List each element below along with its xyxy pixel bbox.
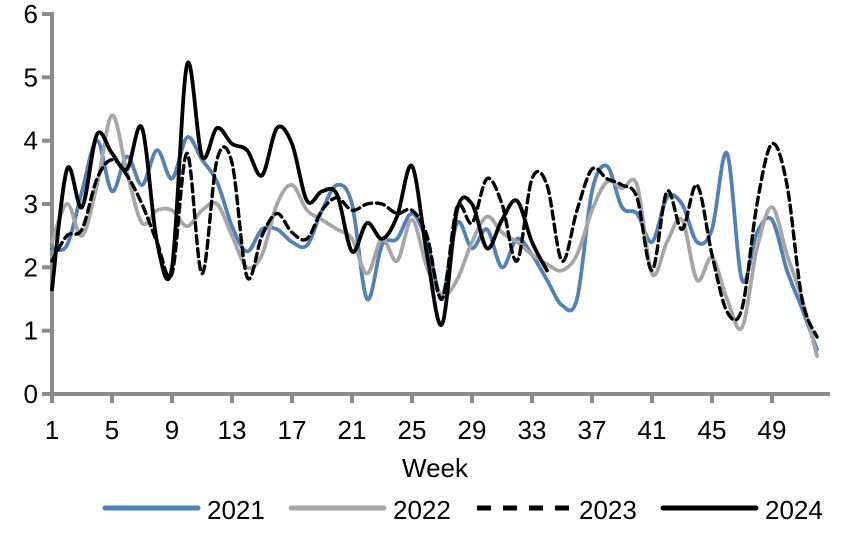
legend-label-2024: 2024 [765, 495, 823, 525]
x-tick-label: 45 [698, 415, 727, 445]
y-tick-label: 1 [24, 316, 38, 346]
series-line-2024 [50, 60, 549, 327]
series-line-2022 [50, 113, 819, 358]
x-tick-label: 5 [105, 415, 119, 445]
x-tick-label: 41 [638, 415, 667, 445]
x-axis-title: Week [402, 453, 469, 483]
y-tick-label: 3 [24, 189, 38, 219]
legend-label-2021: 2021 [207, 495, 265, 525]
x-tick-label: 13 [218, 415, 247, 445]
series-line-2023 [50, 141, 819, 339]
y-tick-label: 2 [24, 252, 38, 282]
y-tick-label: 4 [24, 126, 38, 156]
y-tick-label: 0 [24, 379, 38, 409]
x-tick-label: 25 [398, 415, 427, 445]
y-tick-label: 6 [24, 0, 38, 29]
x-tick-label: 1 [45, 415, 59, 445]
series-lines [50, 60, 819, 358]
y-tick-label: 5 [24, 62, 38, 92]
x-tick-label: 17 [278, 415, 307, 445]
x-tick-label: 29 [458, 415, 487, 445]
x-tick-label: 21 [338, 415, 367, 445]
series-line-2021 [50, 135, 819, 352]
x-tick-label: 37 [578, 415, 607, 445]
x-tick-label: 49 [758, 415, 787, 445]
x-tick-label: 33 [518, 415, 547, 445]
legend-label-2022: 2022 [393, 495, 451, 525]
x-tick-label: 9 [165, 415, 179, 445]
legend-label-2023: 2023 [579, 495, 637, 525]
legend: 2021 2022 2023 2024 [102, 495, 823, 525]
